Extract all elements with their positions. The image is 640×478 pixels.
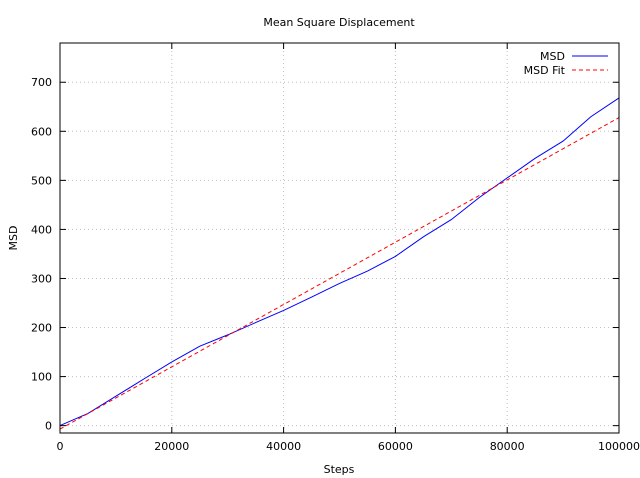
y-tick-label: 300 xyxy=(31,272,52,285)
legend-label: MSD xyxy=(540,50,565,63)
y-tick-label: 0 xyxy=(45,420,52,433)
y-tick-label: 200 xyxy=(31,322,52,335)
y-tick-label: 500 xyxy=(31,174,52,187)
x-tick-label: 20000 xyxy=(154,440,189,453)
chart-title: Mean Square Displacement xyxy=(263,16,415,29)
x-tick-label: 0 xyxy=(57,440,64,453)
y-tick-label: 700 xyxy=(31,76,52,89)
series-line-1 xyxy=(59,117,620,430)
x-tick-label: 40000 xyxy=(266,440,301,453)
x-tick-label: 60000 xyxy=(378,440,413,453)
y-tick-labels: 0 100 200 300 400 500 600 700 xyxy=(31,76,52,432)
x-tick-label: 100000 xyxy=(598,440,640,453)
x-tick-labels: 0 20000 40000 60000 80000 100000 xyxy=(57,440,640,453)
tick-marks xyxy=(59,43,620,433)
series-line-0 xyxy=(59,97,620,427)
plot-frame xyxy=(59,42,620,434)
series-lines xyxy=(59,97,620,430)
y-tick-label: 600 xyxy=(31,125,52,138)
x-tick-label: 80000 xyxy=(490,440,525,453)
y-axis-label: MSD xyxy=(7,226,20,251)
x-axis-label: Steps xyxy=(324,463,355,476)
legend-label: MSD Fit xyxy=(524,64,566,77)
grid xyxy=(59,43,620,433)
y-tick-label: 100 xyxy=(31,371,52,384)
y-tick-label: 400 xyxy=(31,223,52,236)
